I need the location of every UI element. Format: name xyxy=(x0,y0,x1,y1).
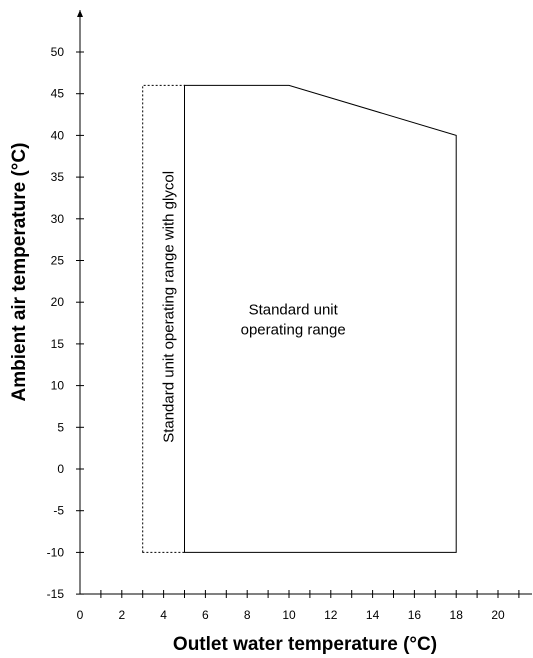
x-tick-label: 16 xyxy=(408,608,422,622)
glycol-range-label: Standard unit operating range with glyco… xyxy=(161,171,178,443)
y-tick-label: 20 xyxy=(51,295,65,309)
y-tick-label: 35 xyxy=(51,170,65,184)
x-tick-label: 18 xyxy=(450,608,464,622)
y-axis-arrowhead xyxy=(77,10,83,17)
x-axis-title: Outlet water temperature (°C) xyxy=(173,634,437,655)
y-tick-label: 10 xyxy=(51,379,65,393)
y-tick-label: 0 xyxy=(57,462,64,476)
y-tick-label: 30 xyxy=(51,212,65,226)
x-tick-label: 0 xyxy=(77,608,84,622)
x-tick-label: 4 xyxy=(160,608,167,622)
x-tick-label: 14 xyxy=(366,608,380,622)
x-tick-label: 8 xyxy=(244,608,251,622)
x-tick-label: 10 xyxy=(282,608,296,622)
ticks: -15 -10 -5 0 5 10 15 20 25 30 35 40 45 50 0 2 4 6 8 10 12 14 1… xyxy=(47,45,520,622)
x-tick-label: 20 xyxy=(491,608,505,622)
y-tick-label: 15 xyxy=(51,337,65,351)
standard-range-label-line: operating range xyxy=(241,322,346,339)
y-tick-label: 50 xyxy=(51,45,65,59)
standard-range-label-line: Standard unit xyxy=(249,302,339,319)
y-tick-label: -15 xyxy=(47,587,65,601)
y-axis-title: Ambient air temperature (°C) xyxy=(9,143,30,402)
y-tick-label: 45 xyxy=(51,87,65,101)
y-tick-label: -10 xyxy=(47,545,65,559)
y-tick-label: -5 xyxy=(53,504,64,518)
x-tick-label: 2 xyxy=(118,608,125,622)
y-tick-label: 40 xyxy=(51,128,65,142)
x-tick-label: 12 xyxy=(324,608,338,622)
glycol-range-outline xyxy=(142,84,185,553)
operating-regions: Standard unit operating range Standard uni… xyxy=(142,84,457,553)
y-tick-label: 5 xyxy=(57,420,64,434)
standard-range-outline xyxy=(184,84,457,553)
y-tick-label: 25 xyxy=(51,254,65,268)
x-tick-label: 6 xyxy=(202,608,209,622)
